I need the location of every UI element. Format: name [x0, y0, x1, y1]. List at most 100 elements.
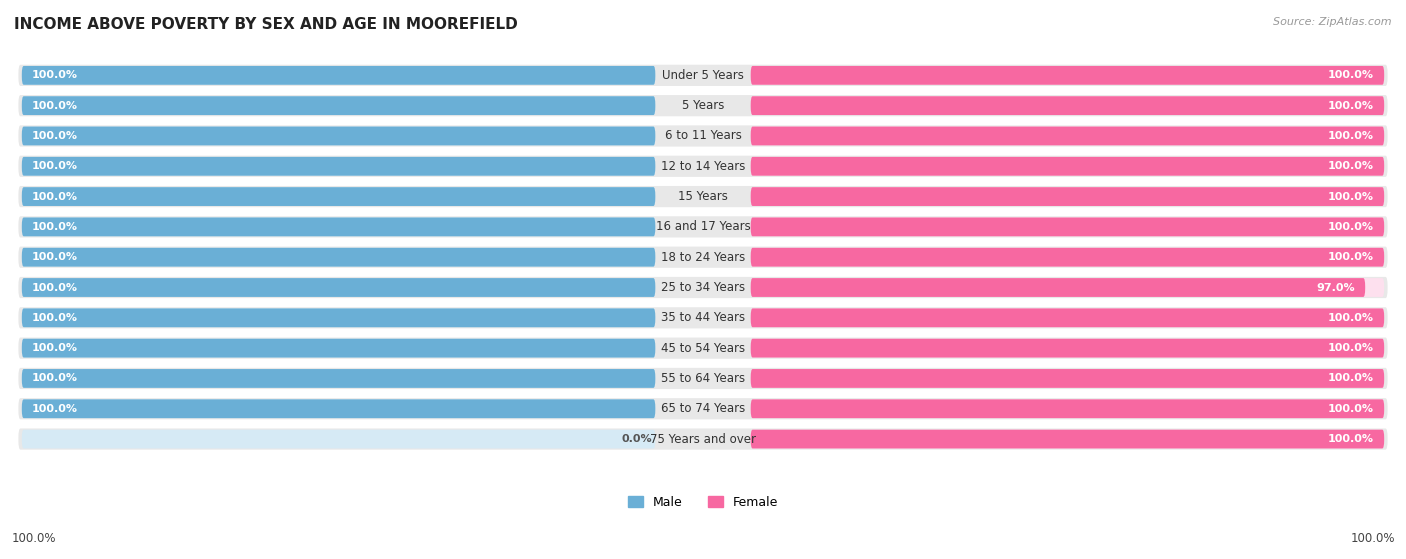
FancyBboxPatch shape — [751, 430, 1384, 448]
FancyBboxPatch shape — [18, 216, 1388, 238]
Text: 18 to 24 Years: 18 to 24 Years — [661, 250, 745, 264]
FancyBboxPatch shape — [751, 369, 1384, 388]
Text: 25 to 34 Years: 25 to 34 Years — [661, 281, 745, 294]
FancyBboxPatch shape — [18, 338, 1388, 359]
FancyBboxPatch shape — [18, 398, 1388, 419]
Text: 45 to 54 Years: 45 to 54 Years — [661, 342, 745, 354]
Text: 100.0%: 100.0% — [32, 343, 77, 353]
FancyBboxPatch shape — [751, 369, 1384, 388]
Text: 100.0%: 100.0% — [32, 70, 77, 80]
Text: 100.0%: 100.0% — [11, 532, 56, 545]
FancyBboxPatch shape — [751, 157, 1384, 176]
FancyBboxPatch shape — [22, 278, 655, 297]
Text: 100.0%: 100.0% — [32, 131, 77, 141]
FancyBboxPatch shape — [22, 126, 655, 145]
FancyBboxPatch shape — [18, 428, 1388, 449]
Text: 100.0%: 100.0% — [1329, 101, 1374, 111]
Text: 100.0%: 100.0% — [1329, 252, 1374, 262]
Text: 100.0%: 100.0% — [32, 162, 77, 171]
Text: 100.0%: 100.0% — [32, 101, 77, 111]
Legend: Male, Female: Male, Female — [623, 491, 783, 514]
FancyBboxPatch shape — [751, 66, 1384, 85]
FancyBboxPatch shape — [22, 369, 655, 388]
FancyBboxPatch shape — [22, 399, 655, 418]
FancyBboxPatch shape — [18, 95, 1388, 116]
Text: 15 Years: 15 Years — [678, 190, 728, 203]
FancyBboxPatch shape — [22, 399, 655, 418]
Text: 75 Years and over: 75 Years and over — [650, 433, 756, 446]
Text: 100.0%: 100.0% — [1329, 343, 1374, 353]
FancyBboxPatch shape — [22, 187, 655, 206]
FancyBboxPatch shape — [751, 126, 1384, 145]
Text: 97.0%: 97.0% — [1316, 282, 1355, 292]
FancyBboxPatch shape — [751, 339, 1384, 358]
Text: 12 to 14 Years: 12 to 14 Years — [661, 160, 745, 173]
FancyBboxPatch shape — [751, 96, 1384, 115]
FancyBboxPatch shape — [751, 187, 1384, 206]
FancyBboxPatch shape — [22, 248, 655, 267]
Text: Under 5 Years: Under 5 Years — [662, 69, 744, 82]
FancyBboxPatch shape — [22, 248, 655, 267]
FancyBboxPatch shape — [22, 187, 655, 206]
FancyBboxPatch shape — [751, 309, 1384, 327]
FancyBboxPatch shape — [22, 66, 655, 85]
FancyBboxPatch shape — [751, 309, 1384, 327]
FancyBboxPatch shape — [751, 187, 1384, 206]
Text: 0.0%: 0.0% — [621, 434, 652, 444]
FancyBboxPatch shape — [22, 339, 655, 358]
Text: 65 to 74 Years: 65 to 74 Years — [661, 402, 745, 415]
FancyBboxPatch shape — [751, 339, 1384, 358]
FancyBboxPatch shape — [22, 339, 655, 358]
FancyBboxPatch shape — [18, 125, 1388, 146]
FancyBboxPatch shape — [751, 66, 1384, 85]
FancyBboxPatch shape — [18, 186, 1388, 207]
Text: 16 and 17 Years: 16 and 17 Years — [655, 220, 751, 234]
Text: 6 to 11 Years: 6 to 11 Years — [665, 130, 741, 143]
FancyBboxPatch shape — [22, 369, 655, 388]
FancyBboxPatch shape — [751, 278, 1384, 297]
Text: 100.0%: 100.0% — [32, 192, 77, 202]
FancyBboxPatch shape — [751, 278, 1365, 297]
Text: 100.0%: 100.0% — [1329, 192, 1374, 202]
FancyBboxPatch shape — [751, 248, 1384, 267]
Text: 100.0%: 100.0% — [1329, 434, 1374, 444]
Text: 35 to 44 Years: 35 to 44 Years — [661, 311, 745, 324]
FancyBboxPatch shape — [18, 307, 1388, 329]
FancyBboxPatch shape — [751, 96, 1384, 115]
Text: 100.0%: 100.0% — [32, 282, 77, 292]
FancyBboxPatch shape — [751, 399, 1384, 418]
FancyBboxPatch shape — [22, 126, 655, 145]
FancyBboxPatch shape — [22, 309, 655, 327]
Text: INCOME ABOVE POVERTY BY SEX AND AGE IN MOOREFIELD: INCOME ABOVE POVERTY BY SEX AND AGE IN M… — [14, 17, 517, 32]
FancyBboxPatch shape — [22, 430, 655, 448]
FancyBboxPatch shape — [22, 217, 655, 236]
FancyBboxPatch shape — [22, 96, 655, 115]
Text: 100.0%: 100.0% — [1329, 222, 1374, 232]
Text: 100.0%: 100.0% — [1329, 373, 1374, 383]
Text: 100.0%: 100.0% — [32, 252, 77, 262]
FancyBboxPatch shape — [751, 399, 1384, 418]
FancyBboxPatch shape — [751, 248, 1384, 267]
Text: 100.0%: 100.0% — [32, 313, 77, 323]
Text: 100.0%: 100.0% — [1329, 313, 1374, 323]
FancyBboxPatch shape — [18, 247, 1388, 268]
Text: 100.0%: 100.0% — [32, 404, 77, 414]
FancyBboxPatch shape — [22, 157, 655, 176]
FancyBboxPatch shape — [22, 217, 655, 236]
FancyBboxPatch shape — [751, 217, 1384, 236]
FancyBboxPatch shape — [22, 96, 655, 115]
Text: 100.0%: 100.0% — [1350, 532, 1395, 545]
FancyBboxPatch shape — [18, 277, 1388, 298]
Text: 5 Years: 5 Years — [682, 99, 724, 112]
Text: 100.0%: 100.0% — [1329, 404, 1374, 414]
FancyBboxPatch shape — [18, 155, 1388, 177]
FancyBboxPatch shape — [22, 157, 655, 176]
Text: 100.0%: 100.0% — [1329, 70, 1374, 80]
Text: 55 to 64 Years: 55 to 64 Years — [661, 372, 745, 385]
FancyBboxPatch shape — [751, 157, 1384, 176]
FancyBboxPatch shape — [22, 66, 655, 85]
FancyBboxPatch shape — [18, 65, 1388, 86]
FancyBboxPatch shape — [751, 126, 1384, 145]
FancyBboxPatch shape — [22, 278, 655, 297]
Text: 100.0%: 100.0% — [1329, 162, 1374, 171]
